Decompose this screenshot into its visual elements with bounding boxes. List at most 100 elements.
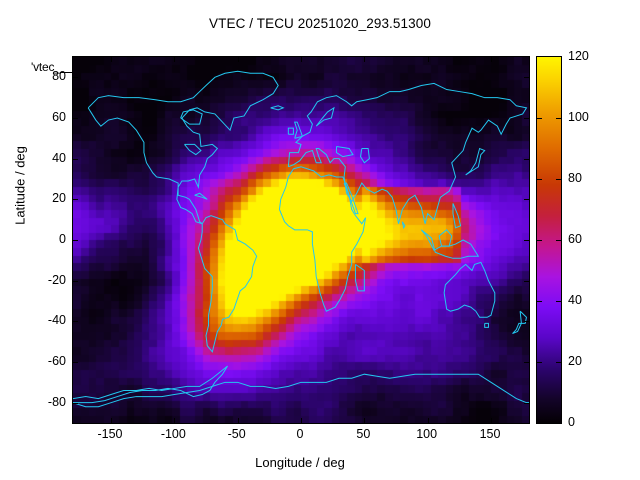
x-tick-label: 150 (479, 427, 501, 441)
coastline-segment (271, 106, 284, 110)
y-tick (524, 362, 529, 363)
x-tick (491, 57, 492, 62)
y-tick-label: 40 (52, 150, 66, 165)
coastline-segment (198, 216, 256, 352)
colorbar-tick-label: 120 (568, 49, 589, 63)
colorbar-tick-label: 0 (568, 415, 575, 429)
coastline-segment (439, 230, 452, 246)
colorbar-tick (537, 362, 542, 363)
colorbar-tick-label: 100 (568, 110, 589, 124)
y-axis-title: Latitude / deg (12, 146, 28, 225)
y-tick (524, 280, 529, 282)
x-tick (111, 418, 112, 423)
x-tick (237, 418, 239, 423)
vtec-heatmap (73, 57, 529, 423)
x-tick (237, 57, 239, 62)
plot-key-label: 'vtec_ (31, 60, 61, 74)
x-tick-label: 50 (356, 427, 371, 441)
coastline-segment (195, 193, 208, 199)
coastline-segment (421, 230, 478, 258)
y-tick-label: 0 (59, 232, 66, 246)
coastline-segment (344, 183, 358, 214)
y-tick (524, 158, 529, 160)
y-tick (73, 199, 78, 201)
coastline-overlay (73, 57, 529, 423)
x-tick (427, 57, 429, 62)
y-tick (73, 402, 78, 404)
coastline-segment (184, 144, 200, 154)
y-tick (73, 362, 78, 363)
coastline-segment (181, 110, 203, 124)
colorbar-tick-label: 60 (568, 232, 582, 246)
colorbar-tick-label: 80 (568, 171, 582, 185)
colorbar-tick (537, 240, 542, 241)
y-tick (73, 118, 78, 119)
x-tick-label: -50 (227, 427, 246, 441)
colorbar-tick (556, 118, 561, 119)
x-tick (427, 418, 429, 423)
y-tick-label: -80 (47, 394, 66, 409)
y-tick (524, 321, 529, 323)
coastline-segment (73, 366, 228, 403)
coastline-segment (295, 122, 303, 138)
colorbar-tick (556, 179, 561, 180)
coastline-segment (336, 146, 352, 156)
y-tick-label: 60 (52, 110, 66, 124)
y-tick (73, 280, 78, 282)
y-tick (524, 77, 529, 79)
coastline-segment (466, 149, 485, 175)
x-tick (174, 418, 176, 423)
y-tick-label: -40 (47, 313, 66, 328)
x-tick (174, 57, 176, 62)
colorbar-tick-label: 20 (568, 354, 582, 368)
chart-title: VTEC / TECU 20251020_293.51300 (209, 16, 431, 31)
coastline-segment (288, 83, 526, 223)
colorbar-tick (556, 301, 561, 302)
plot-key-line (60, 72, 72, 73)
coastline-segment (361, 149, 370, 163)
colorbar-tick (537, 118, 542, 119)
x-tick-label: 100 (416, 427, 438, 441)
coastline-segment (279, 167, 365, 311)
coastline-segment (88, 71, 278, 224)
y-tick (73, 158, 78, 160)
y-tick (73, 77, 78, 79)
colorbar[interactable] (536, 56, 562, 424)
colorbar-tick (556, 362, 561, 363)
y-tick-label: -20 (47, 272, 66, 287)
coastline-segment (316, 108, 334, 126)
coastline-segment (513, 311, 527, 333)
coastline-segment (485, 323, 489, 327)
colorbar-tick-label: 40 (568, 293, 582, 307)
coastline-segment (444, 262, 495, 317)
map-plot-area[interactable] (72, 56, 530, 424)
x-tick (491, 418, 492, 423)
colorbar-tick (556, 240, 561, 241)
y-tick (73, 321, 78, 323)
y-tick-label: 20 (52, 191, 66, 206)
coastline-segment (402, 222, 405, 228)
x-tick (364, 57, 366, 62)
y-tick-label: 80 (52, 69, 66, 84)
x-tick-label: -150 (97, 427, 123, 441)
colorbar-tick (537, 301, 542, 302)
x-tick-label: -100 (160, 427, 186, 441)
x-tick (301, 418, 302, 423)
y-tick-label: -60 (47, 354, 66, 368)
y-tick (524, 402, 529, 404)
colorbar-tick (537, 179, 542, 180)
x-tick (364, 418, 366, 423)
x-tick (301, 57, 302, 62)
x-tick (111, 57, 112, 62)
y-tick (524, 240, 529, 241)
x-axis-title: Longitude / deg (255, 455, 345, 470)
x-tick-label: 0 (296, 427, 304, 441)
y-tick (73, 240, 78, 241)
y-tick (524, 118, 529, 119)
coastline-segment (73, 374, 529, 407)
coastline-segment (453, 203, 461, 227)
coastline-segment (355, 264, 364, 290)
coastline-segment (288, 128, 293, 134)
y-tick (524, 199, 529, 201)
